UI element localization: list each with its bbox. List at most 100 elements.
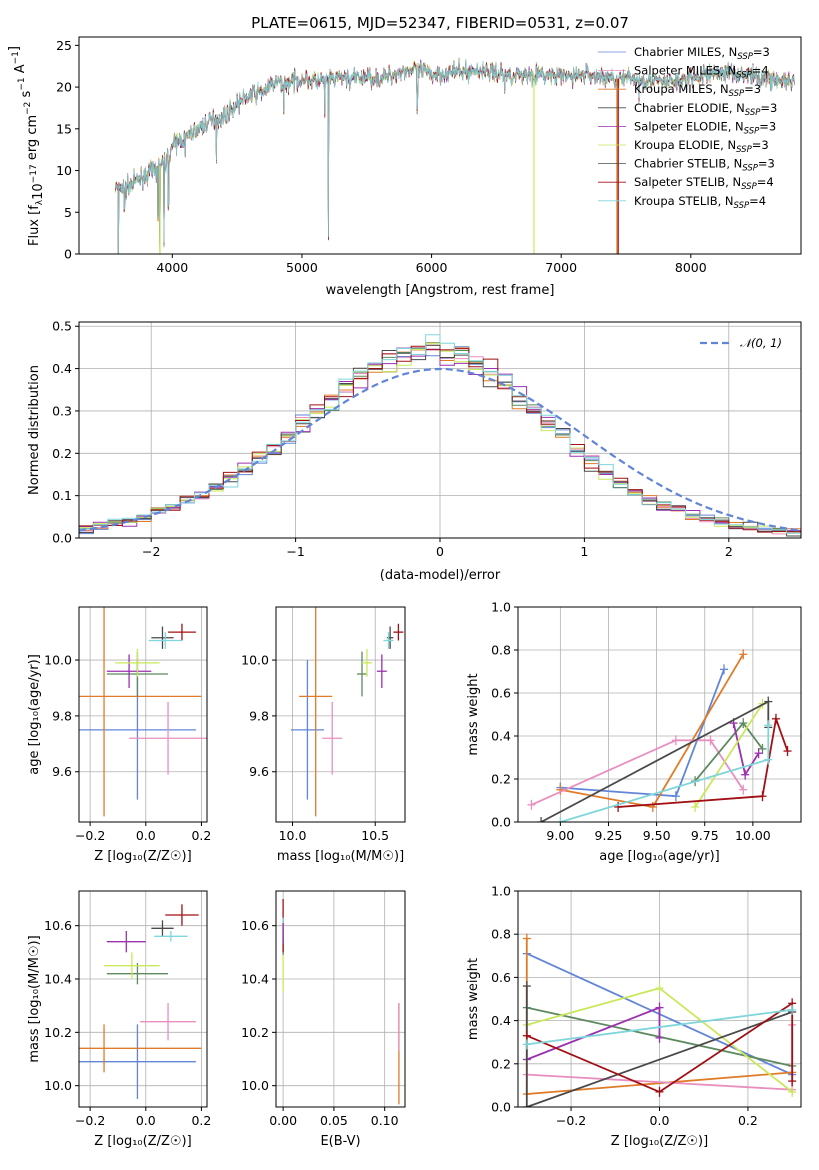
y-tick-label: 10.2	[44, 1025, 72, 1040]
weight-line	[526, 1008, 793, 1046]
legend-label: Kroupa STELIB, N	[634, 194, 734, 208]
weight-series	[527, 649, 792, 822]
legend-entry: Chabrier MILES, NSSP=3	[634, 45, 770, 62]
y-tick-label: 0.2	[491, 772, 511, 787]
y-tick-label: 10.0	[241, 1078, 269, 1093]
legend-subscript: SSP	[744, 126, 760, 136]
errorbar-points	[79, 904, 202, 1099]
legend-subscript: SSP	[741, 182, 757, 192]
axes-frame	[78, 606, 208, 823]
weight-vs-metallicity-panel: −0.2 0.0 0.2 0.0 0.2 0.4 0.6 0.8 1.0 Z [log₁₀(Z/Z…	[466, 884, 802, 1149]
spectrum-lines	[114, 57, 795, 254]
age-vs-mass-panel: 10.0 10.5 9.6 9.8 10.0 mass [log₁₀(M/M☉)]	[241, 606, 406, 864]
errorbar-points	[79, 607, 207, 817]
spectrum-y-label-part: −1	[17, 77, 27, 90]
x-tick-label: −1	[286, 544, 304, 559]
spectrum-title: PLATE=0615, MJD=52347, FIBERID=0531, z=0…	[251, 14, 629, 32]
legend-subscript: SSP	[736, 71, 752, 81]
legend-subscript: SSP	[729, 89, 745, 99]
weight-line	[526, 1001, 794, 1093]
legend-suffix: =3	[753, 45, 770, 59]
residual-x-label: (data-model)/error	[380, 568, 501, 583]
x-tick-label: 0.00	[269, 1113, 297, 1128]
legend-suffix: =3	[758, 157, 775, 171]
axes-frame	[275, 890, 406, 1108]
panel-x-label: Z [log₁₀(Z/Z☉)]	[611, 1134, 708, 1149]
spectrum-x-label: wavelength [Angstrom, rest frame]	[326, 283, 555, 298]
histogram-step-line	[79, 334, 801, 538]
y-tick-label: 0.4	[491, 1013, 511, 1028]
y-tick-label: 9.8	[249, 708, 269, 723]
x-tick-label: −0.2	[75, 828, 105, 843]
x-tick-label: 0.0	[650, 1113, 670, 1128]
y-tick-label: 10.4	[241, 972, 269, 987]
legend-entry: Salpeter MILES, NSSP=4	[634, 64, 769, 81]
legend-suffix: =3	[752, 138, 769, 152]
axes-frame	[275, 606, 406, 823]
y-tick-label: 10.2	[241, 1025, 269, 1040]
legend-label: Chabrier MILES, N	[634, 45, 737, 59]
y-tick-label: 0.2	[52, 446, 72, 461]
weight-line	[560, 653, 744, 808]
y-tick-label: 0.3	[52, 403, 72, 418]
legend-entry: Salpeter STELIB, NSSP=4	[634, 175, 774, 192]
panel-y-label: mass weight	[466, 673, 481, 755]
y-tick-label: 20	[56, 80, 72, 95]
x-tick-label: 0.10	[371, 1113, 399, 1128]
spectrum-y-label-part: s	[19, 90, 34, 101]
x-tick-label: 9.75	[691, 828, 719, 843]
normal-legend-label: 𝒩(0, 1)	[740, 336, 782, 350]
x-tick-label: −2	[142, 544, 160, 559]
spectrum-y-label-part: −2	[23, 102, 33, 115]
x-tick-label: 0.0	[136, 1113, 156, 1128]
panel-x-label: mass [log₁₀(M/M☉)]	[277, 849, 404, 864]
axes-frame	[78, 36, 802, 255]
spectrum-y-label-part: erg cm	[25, 115, 40, 164]
y-tick-label: 0.6	[491, 970, 511, 985]
errorbar-points	[290, 607, 404, 817]
legend-label: Kroupa ELODIE, N	[634, 138, 736, 152]
panel-x-label: Z [log₁₀(Z/Z☉)]	[94, 1134, 191, 1149]
y-tick-label: 0.6	[491, 686, 511, 701]
y-tick-label: 10.0	[241, 653, 269, 668]
residual-histogram-panel: −2 −1 0 1 2 0.0 0.1 0.2 0.3 0.4 0.5 𝒩(0, 1) (data-mo…	[27, 319, 802, 583]
y-tick-label: 5	[64, 205, 72, 220]
y-tick-label: 10.4	[44, 972, 72, 987]
spectrum-y-label-part: A	[13, 64, 28, 77]
spectrum-y-label: Flux [fλ10−17 erg cm−2 s−1 A−1]	[7, 46, 46, 246]
legend-subscript: SSP	[734, 201, 750, 211]
x-tick-label: 0	[436, 544, 444, 559]
y-tick-label: 0.0	[52, 531, 72, 546]
weight-line	[526, 1006, 661, 1061]
y-tick-label: 10.0	[44, 1078, 72, 1093]
y-tick-label: 1.0	[491, 600, 511, 615]
x-tick-label: 0.05	[320, 1113, 348, 1128]
legend-label: Salpeter STELIB, N	[634, 175, 741, 189]
legend-label: Chabrier STELIB, N	[634, 157, 742, 171]
weight-line	[694, 703, 764, 808]
panel-x-label: age [log₁₀(age/yr)]	[599, 849, 720, 864]
legend-subscript: SSP	[736, 145, 752, 155]
panel-x-label: E(B-V)	[320, 1134, 360, 1149]
legend-suffix: =4	[749, 194, 766, 208]
x-tick-label: −0.2	[75, 1113, 105, 1128]
legend-label: Chabrier ELODIE, N	[634, 101, 745, 115]
y-tick-label: 0.1	[52, 488, 72, 503]
mass-vs-ebv-panel: 0.00 0.05 0.10 10.0 10.2 10.4 10.6 E(B-V)	[241, 890, 406, 1149]
spectrum-y-label-part: ]	[7, 46, 22, 51]
spectrum-y-label-part: −1	[11, 51, 21, 64]
y-tick-label: 0.0	[491, 1100, 511, 1115]
y-tick-label: 25	[56, 38, 72, 53]
residual-y-label: Normed distribution	[27, 365, 42, 495]
x-tick-label: 2	[725, 544, 733, 559]
panel-y-label: mass [log₁₀(M/M☉)]	[27, 935, 42, 1062]
axes-frame	[517, 606, 802, 823]
x-tick-label: 6000	[416, 260, 448, 275]
x-tick-label: 7000	[545, 260, 577, 275]
x-tick-label: −0.2	[556, 1113, 586, 1128]
y-tick-label: 1.0	[491, 884, 511, 899]
x-tick-label: 0.2	[738, 1113, 758, 1128]
panel-x-label: Z [log₁₀(Z/Z☉)]	[94, 849, 191, 864]
y-tick-label: 10.6	[241, 918, 269, 933]
